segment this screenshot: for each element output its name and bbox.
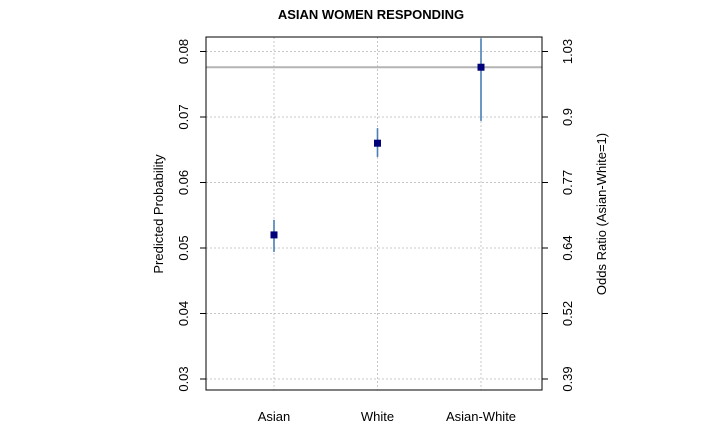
y-tick-label: 0.04 <box>176 301 191 326</box>
y2-tick-label: 0.39 <box>560 366 575 391</box>
axes-layer: 0.03 0.04 0.05 0.06 0.07 0.08 0.39 0.52 0.64 0.77… <box>176 39 575 424</box>
data-point <box>477 63 485 71</box>
x-tick-label: White <box>361 409 394 424</box>
data-point <box>270 231 278 239</box>
y2-axis-label: Odds Ratio (Asian-White=1) <box>594 133 609 295</box>
x-tick-label: Asian <box>258 409 291 424</box>
x-tick-label: Asian-White <box>446 409 516 424</box>
y2-tick-label: 1.03 <box>560 39 575 64</box>
y2-tick-label: 0.64 <box>560 235 575 260</box>
y-tick-label: 0.07 <box>176 104 191 129</box>
y2-tick-label: 0.9 <box>560 108 575 126</box>
y-tick-label: 0.06 <box>176 170 191 195</box>
y-axis-label: Predicted Probability <box>151 154 166 274</box>
marks-layer <box>270 38 485 252</box>
y2-tick-label: 0.77 <box>560 170 575 195</box>
y2-tick-label: 0.52 <box>560 301 575 326</box>
chart-title: ASIAN WOMEN RESPONDING <box>278 7 464 22</box>
y-tick-label: 0.03 <box>176 366 191 391</box>
grid-layer <box>206 37 542 390</box>
data-point <box>374 139 381 147</box>
y-tick-label: 0.08 <box>176 39 191 64</box>
plot-frame <box>205 36 543 391</box>
y-tick-label: 0.05 <box>176 235 191 260</box>
